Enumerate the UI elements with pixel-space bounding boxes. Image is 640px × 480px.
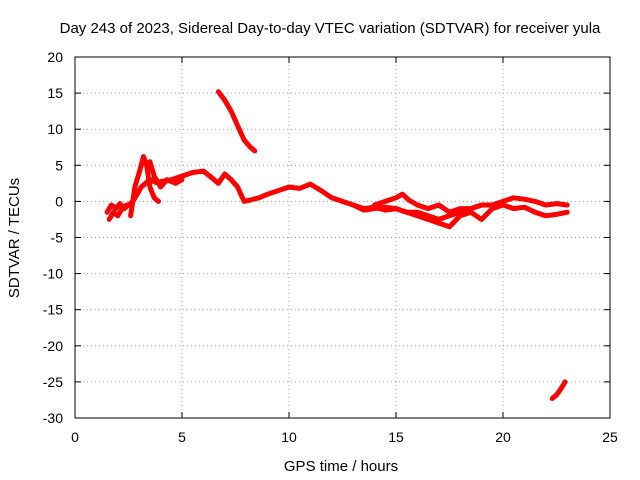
series-lower-trace xyxy=(350,202,570,230)
y-tick-label: 0 xyxy=(55,193,63,209)
y-tick-label: -10 xyxy=(43,266,63,282)
chart-title: Day 243 of 2023, Sidereal Day-to-day VTE… xyxy=(60,20,601,37)
y-tick-label: 15 xyxy=(47,85,63,101)
x-tick-label: 15 xyxy=(388,429,404,445)
y-tick-label: 5 xyxy=(55,157,63,173)
series-early-branch xyxy=(147,159,185,190)
series-early-segment xyxy=(106,202,129,222)
x-axis-label: GPS time / hours xyxy=(284,458,398,475)
y-tick-label: 20 xyxy=(47,49,63,65)
series-upper-trace xyxy=(372,191,485,215)
y-tick-label: -20 xyxy=(43,338,63,354)
series-detached-low xyxy=(549,379,568,401)
data-series xyxy=(104,89,570,401)
y-tick-label: -25 xyxy=(43,374,63,390)
x-tick-label: 0 xyxy=(71,429,79,445)
series-detached-high xyxy=(215,89,258,154)
y-tick-label: -5 xyxy=(51,230,64,246)
x-tick-label: 20 xyxy=(495,429,511,445)
y-tick-labels: -30 -25 -20 -15 -10 -5 0 5 10 15 20 xyxy=(43,49,63,426)
series-early-spike xyxy=(128,154,161,219)
y-tick-label: -30 xyxy=(43,410,63,426)
x-tick-labels: 0 5 10 15 20 25 xyxy=(71,429,618,445)
y-tick-label: -15 xyxy=(43,302,63,318)
y-tick-label: 10 xyxy=(47,121,63,137)
x-tick-label: 10 xyxy=(281,429,297,445)
axis-ticks xyxy=(74,56,611,419)
y-axis-label: SDTVAR / TECUs xyxy=(6,178,23,298)
x-tick-label: 25 xyxy=(602,429,618,445)
x-tick-label: 5 xyxy=(178,429,186,445)
grid-lines xyxy=(75,57,610,418)
